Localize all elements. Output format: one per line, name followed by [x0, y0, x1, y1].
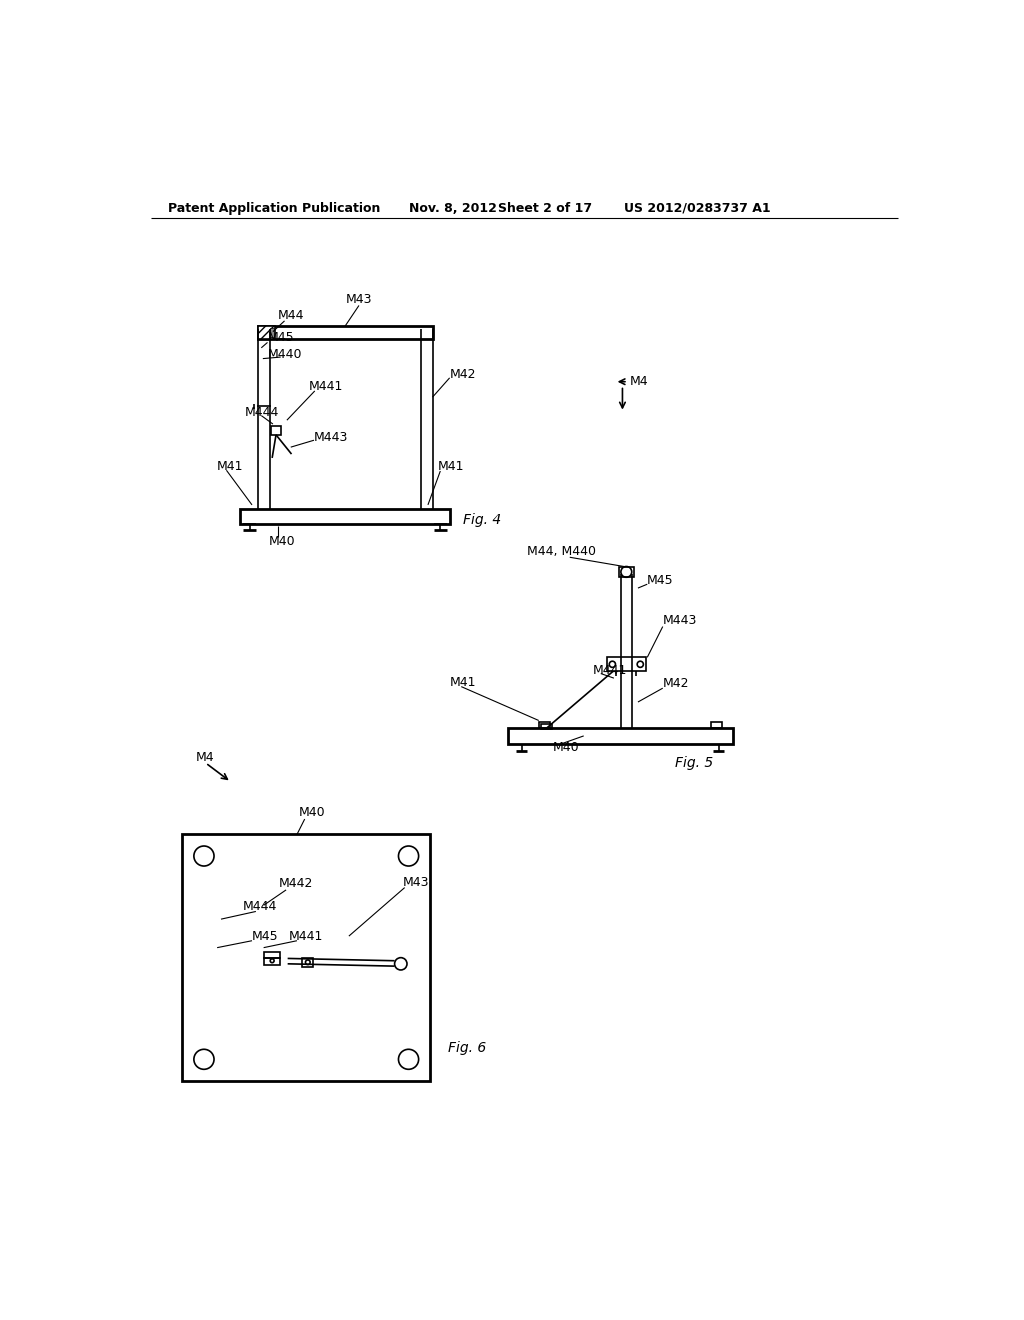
Text: M43: M43 — [403, 875, 430, 888]
Text: M44: M44 — [278, 309, 304, 322]
Text: M442: M442 — [280, 878, 313, 890]
Text: M40: M40 — [269, 536, 296, 548]
Text: M443: M443 — [314, 430, 348, 444]
Bar — [258, 326, 432, 339]
Text: M43: M43 — [346, 293, 372, 306]
Text: Fig. 6: Fig. 6 — [449, 1040, 486, 1055]
Text: M440: M440 — [267, 348, 302, 362]
Bar — [264, 952, 280, 958]
Text: M42: M42 — [663, 677, 689, 690]
Text: M45: M45 — [647, 574, 674, 587]
Text: M443: M443 — [663, 614, 697, 627]
Bar — [270, 327, 274, 337]
Text: M41: M41 — [450, 676, 476, 689]
Text: M42: M42 — [450, 367, 476, 380]
Bar — [302, 958, 313, 966]
Text: M441: M441 — [593, 664, 628, 677]
Text: M45: M45 — [252, 929, 279, 942]
Text: M4: M4 — [197, 751, 215, 764]
Text: M41: M41 — [217, 459, 244, 473]
Text: M4: M4 — [630, 375, 649, 388]
Text: M45: M45 — [267, 331, 294, 345]
Bar — [264, 958, 280, 965]
Text: M441: M441 — [308, 380, 343, 393]
Bar — [258, 326, 275, 339]
Bar — [241, 508, 450, 524]
Text: Patent Application Publication: Patent Application Publication — [168, 202, 381, 215]
Bar — [541, 723, 552, 729]
Bar — [607, 657, 646, 671]
Text: US 2012/0283737 A1: US 2012/0283737 A1 — [624, 202, 771, 215]
Text: M444: M444 — [245, 407, 279, 418]
Text: M444: M444 — [243, 900, 278, 913]
Text: Fig. 5: Fig. 5 — [675, 756, 714, 770]
Bar — [711, 722, 722, 729]
Text: M40: M40 — [553, 741, 580, 754]
Bar — [618, 566, 634, 577]
Text: Nov. 8, 2012: Nov. 8, 2012 — [409, 202, 497, 215]
Bar — [182, 834, 430, 1081]
Text: Fig. 4: Fig. 4 — [463, 513, 501, 527]
Text: M40: M40 — [299, 807, 326, 820]
Text: M44, M440: M44, M440 — [527, 545, 596, 557]
Text: M441: M441 — [289, 929, 324, 942]
Text: M41: M41 — [438, 459, 465, 473]
Text: Sheet 2 of 17: Sheet 2 of 17 — [499, 202, 593, 215]
Bar — [271, 425, 281, 434]
Bar — [508, 729, 732, 743]
Bar — [539, 722, 550, 729]
